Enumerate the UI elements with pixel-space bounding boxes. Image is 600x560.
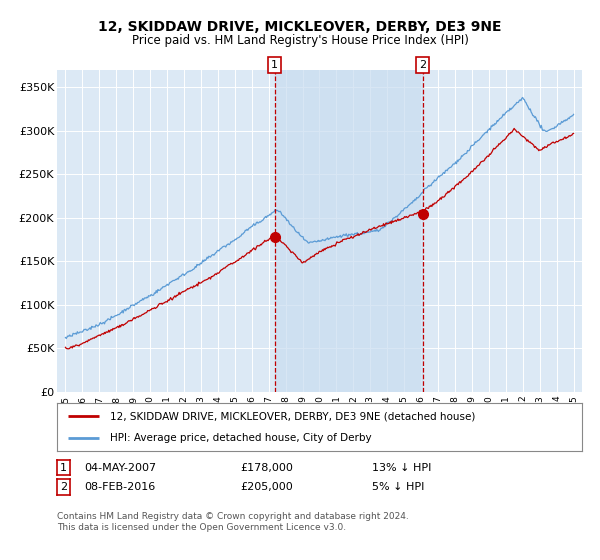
Text: 2: 2 <box>419 60 427 70</box>
Text: 08-FEB-2016: 08-FEB-2016 <box>84 482 155 492</box>
Bar <box>275 70 423 392</box>
Text: 1: 1 <box>60 463 67 473</box>
Text: 12, SKIDDAW DRIVE, MICKLEOVER, DERBY, DE3 9NE: 12, SKIDDAW DRIVE, MICKLEOVER, DERBY, DE… <box>98 20 502 34</box>
Text: HPI: Average price, detached house, City of Derby: HPI: Average price, detached house, City… <box>110 433 371 443</box>
Text: Contains HM Land Registry data © Crown copyright and database right 2024.
This d: Contains HM Land Registry data © Crown c… <box>57 512 409 532</box>
Text: £178,000: £178,000 <box>240 463 293 473</box>
Text: 04-MAY-2007: 04-MAY-2007 <box>84 463 156 473</box>
Text: 1: 1 <box>271 60 278 70</box>
Text: 2: 2 <box>60 482 67 492</box>
Text: Price paid vs. HM Land Registry's House Price Index (HPI): Price paid vs. HM Land Registry's House … <box>131 34 469 46</box>
Text: 5% ↓ HPI: 5% ↓ HPI <box>372 482 424 492</box>
Text: 12, SKIDDAW DRIVE, MICKLEOVER, DERBY, DE3 9NE (detached house): 12, SKIDDAW DRIVE, MICKLEOVER, DERBY, DE… <box>110 411 475 421</box>
Text: £205,000: £205,000 <box>240 482 293 492</box>
Text: 13% ↓ HPI: 13% ↓ HPI <box>372 463 431 473</box>
